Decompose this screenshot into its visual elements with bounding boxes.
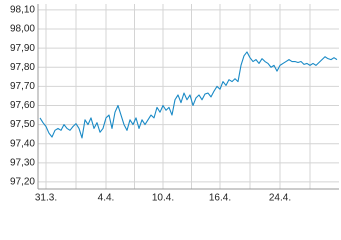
x-tick-label: 24.4. (269, 193, 291, 204)
price-line (39, 51, 338, 139)
y-tick-label: 98,00 (10, 24, 35, 35)
y-tick-label: 97,80 (10, 62, 35, 73)
y-tick-label: 97,30 (10, 157, 35, 168)
background (0, 0, 341, 207)
chart: 97,20 97,30 97,40 97,50 97,60 97,70 97,80 97,90… (0, 0, 341, 207)
y-tick-label: 97,70 (10, 81, 35, 92)
y-tick-label: 97,20 (10, 177, 35, 188)
x-tick-label: 16.4. (209, 193, 231, 204)
y-tick-label: 97,60 (10, 100, 35, 111)
y-tick-label: 97,50 (10, 119, 35, 130)
x-tick-label: 31.3. (35, 193, 57, 204)
y-tick-label: 97,40 (10, 138, 35, 149)
x-tick-label: 10.4. (152, 193, 174, 204)
y-tick-label: 98,10 (10, 5, 35, 16)
x-tick-label: 4.4. (98, 193, 115, 204)
y-tick-label: 97,90 (10, 43, 35, 54)
